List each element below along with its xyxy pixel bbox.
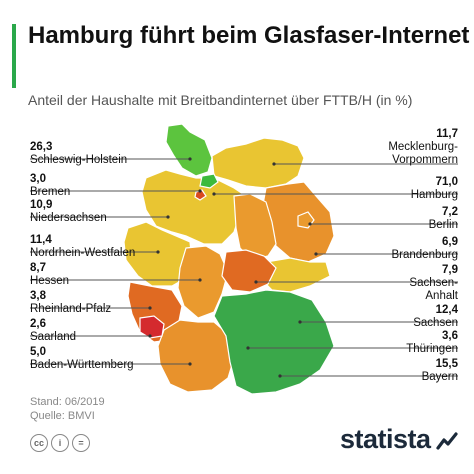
chart-subtitle: Anteil der Haushalte mit Breitbandintern… xyxy=(28,92,413,108)
state-hessen xyxy=(177,245,229,319)
leader-dot-brandenburg xyxy=(314,252,318,256)
state-name-saarland: Saarland xyxy=(30,331,77,343)
state-name-berlin: Berlin xyxy=(428,219,458,231)
label-hessen: 8,7 Hessen xyxy=(30,262,69,288)
state-name-mecklenburg-vorpommern: Mecklenburg- Vorpommern xyxy=(388,141,458,166)
state-hamburg xyxy=(199,173,219,189)
value-sachsen-anhalt: 7,9 xyxy=(442,264,458,276)
label-saarland: 2,6 Saarland xyxy=(30,318,76,344)
source: Quelle: BMVI xyxy=(30,410,95,422)
state-name-sachsen-anhalt: Sachsen- Anhalt xyxy=(409,277,458,302)
label-hamburg: 71,0 Hamburg xyxy=(411,176,458,202)
label-baden-wuerttemberg: 5,0 Baden-Württemberg xyxy=(30,346,134,372)
state-name-nordrhein-westfalen: Nordrhein-Westfalen xyxy=(30,247,136,259)
state-name-schleswig-holstein: Schleswig-Holstein xyxy=(30,154,128,166)
statista-logo-icon xyxy=(436,432,458,450)
label-brandenburg: 6,9 Brandenburg xyxy=(392,236,459,262)
value-bayern: 15,5 xyxy=(435,358,458,370)
label-bayern: 15,5 Bayern xyxy=(422,358,458,384)
label-schleswig-holstein: 26,3 Schleswig-Holstein xyxy=(30,141,127,167)
value-brandenburg: 6,9 xyxy=(442,236,458,248)
label-mecklenburg-vorpommern: 11,7 Mecklenburg- Vorpommern xyxy=(388,128,458,167)
label-niedersachsen: 10,9 Niedersachsen xyxy=(30,199,107,225)
leader-dot-thueringen xyxy=(246,346,250,350)
value-sachsen: 12,4 xyxy=(435,304,458,316)
state-name-bayern: Bayern xyxy=(421,371,458,383)
state-name-baden-wuerttemberg: Baden-Württemberg xyxy=(30,359,134,371)
label-sachsen-anhalt: 7,9 Sachsen- Anhalt xyxy=(409,264,458,303)
value-rheinland-pfalz: 3,8 xyxy=(30,290,46,302)
cc-license-icon[interactable]: cc xyxy=(30,434,48,452)
state-name-sachsen: Sachsen xyxy=(413,317,458,329)
label-rheinland-pfalz: 3,8 Rheinland-Pfalz xyxy=(30,290,111,316)
state-name-niedersachsen: Niedersachsen xyxy=(30,212,107,224)
state-name-brandenburg: Brandenburg xyxy=(391,249,459,261)
leader-dot-saarland xyxy=(148,334,152,338)
state-name-hessen: Hessen xyxy=(30,275,69,287)
state-saarland xyxy=(139,315,165,339)
state-name-bremen: Bremen xyxy=(30,186,71,198)
leader-dot-berlin xyxy=(308,222,312,226)
state-bayern xyxy=(213,289,335,395)
chart-title: Hamburg führt beim Glasfaser-Internet xyxy=(28,22,470,49)
leader-dot-bremen xyxy=(198,189,202,193)
state-name-hamburg: Hamburg xyxy=(410,189,458,201)
statista-logo[interactable]: statista xyxy=(340,424,431,454)
title-accent-bar xyxy=(12,24,16,88)
state-name-thueringen: Thüringen xyxy=(406,343,458,355)
state-name-rheinland-pfalz: Rheinland-Pfalz xyxy=(30,303,112,315)
cc-attribution-icon[interactable]: i xyxy=(51,434,69,452)
state-thueringen xyxy=(221,249,277,293)
value-hamburg: 71,0 xyxy=(435,176,458,188)
value-thueringen: 3,6 xyxy=(442,330,458,342)
leader-dot-nordrhein-westfalen xyxy=(156,250,160,254)
value-saarland: 2,6 xyxy=(30,318,46,330)
label-berlin: 7,2 Berlin xyxy=(429,206,458,232)
leader-dot-hamburg xyxy=(212,192,216,196)
leader-dot-niedersachsen xyxy=(166,215,170,219)
leader-dot-sachsen-anhalt xyxy=(254,280,258,284)
leader-dot-rheinland-pfalz xyxy=(148,306,152,310)
value-hessen: 8,7 xyxy=(30,262,46,274)
value-mecklenburg-vorpommern: 11,7 xyxy=(436,128,458,140)
leader-dot-baden-wuerttemberg xyxy=(188,362,192,366)
label-sachsen: 12,4 Sachsen xyxy=(413,304,458,330)
stand-date: Stand: 06/2019 xyxy=(30,396,105,408)
label-thueringen: 3,6 Thüringen xyxy=(406,330,458,356)
value-berlin: 7,2 xyxy=(442,206,458,218)
state-sachsen-anhalt xyxy=(233,193,277,261)
cc-noderivs-icon[interactable]: = xyxy=(72,434,90,452)
label-nordrhein-westfalen: 11,4 Nordrhein-Westfalen xyxy=(30,234,135,260)
value-baden-wuerttemberg: 5,0 xyxy=(30,346,46,358)
state-mecklenburg-vorpommern xyxy=(211,137,305,189)
leader-dot-bayern xyxy=(278,374,282,378)
leader-dot-mecklenburg-vorpommern xyxy=(272,162,276,166)
value-bremen: 3,0 xyxy=(30,173,46,185)
value-nordrhein-westfalen: 11,4 xyxy=(30,234,52,246)
leader-dot-schleswig-holstein xyxy=(188,157,192,161)
state-niedersachsen xyxy=(141,169,247,245)
label-bremen: 3,0 Bremen xyxy=(30,173,70,199)
state-schleswig-holstein xyxy=(165,123,213,177)
leader-dot-sachsen xyxy=(298,320,302,324)
value-schleswig-holstein: 26,3 xyxy=(30,141,53,153)
leader-dot-hessen xyxy=(198,278,202,282)
value-niedersachsen: 10,9 xyxy=(30,199,53,211)
